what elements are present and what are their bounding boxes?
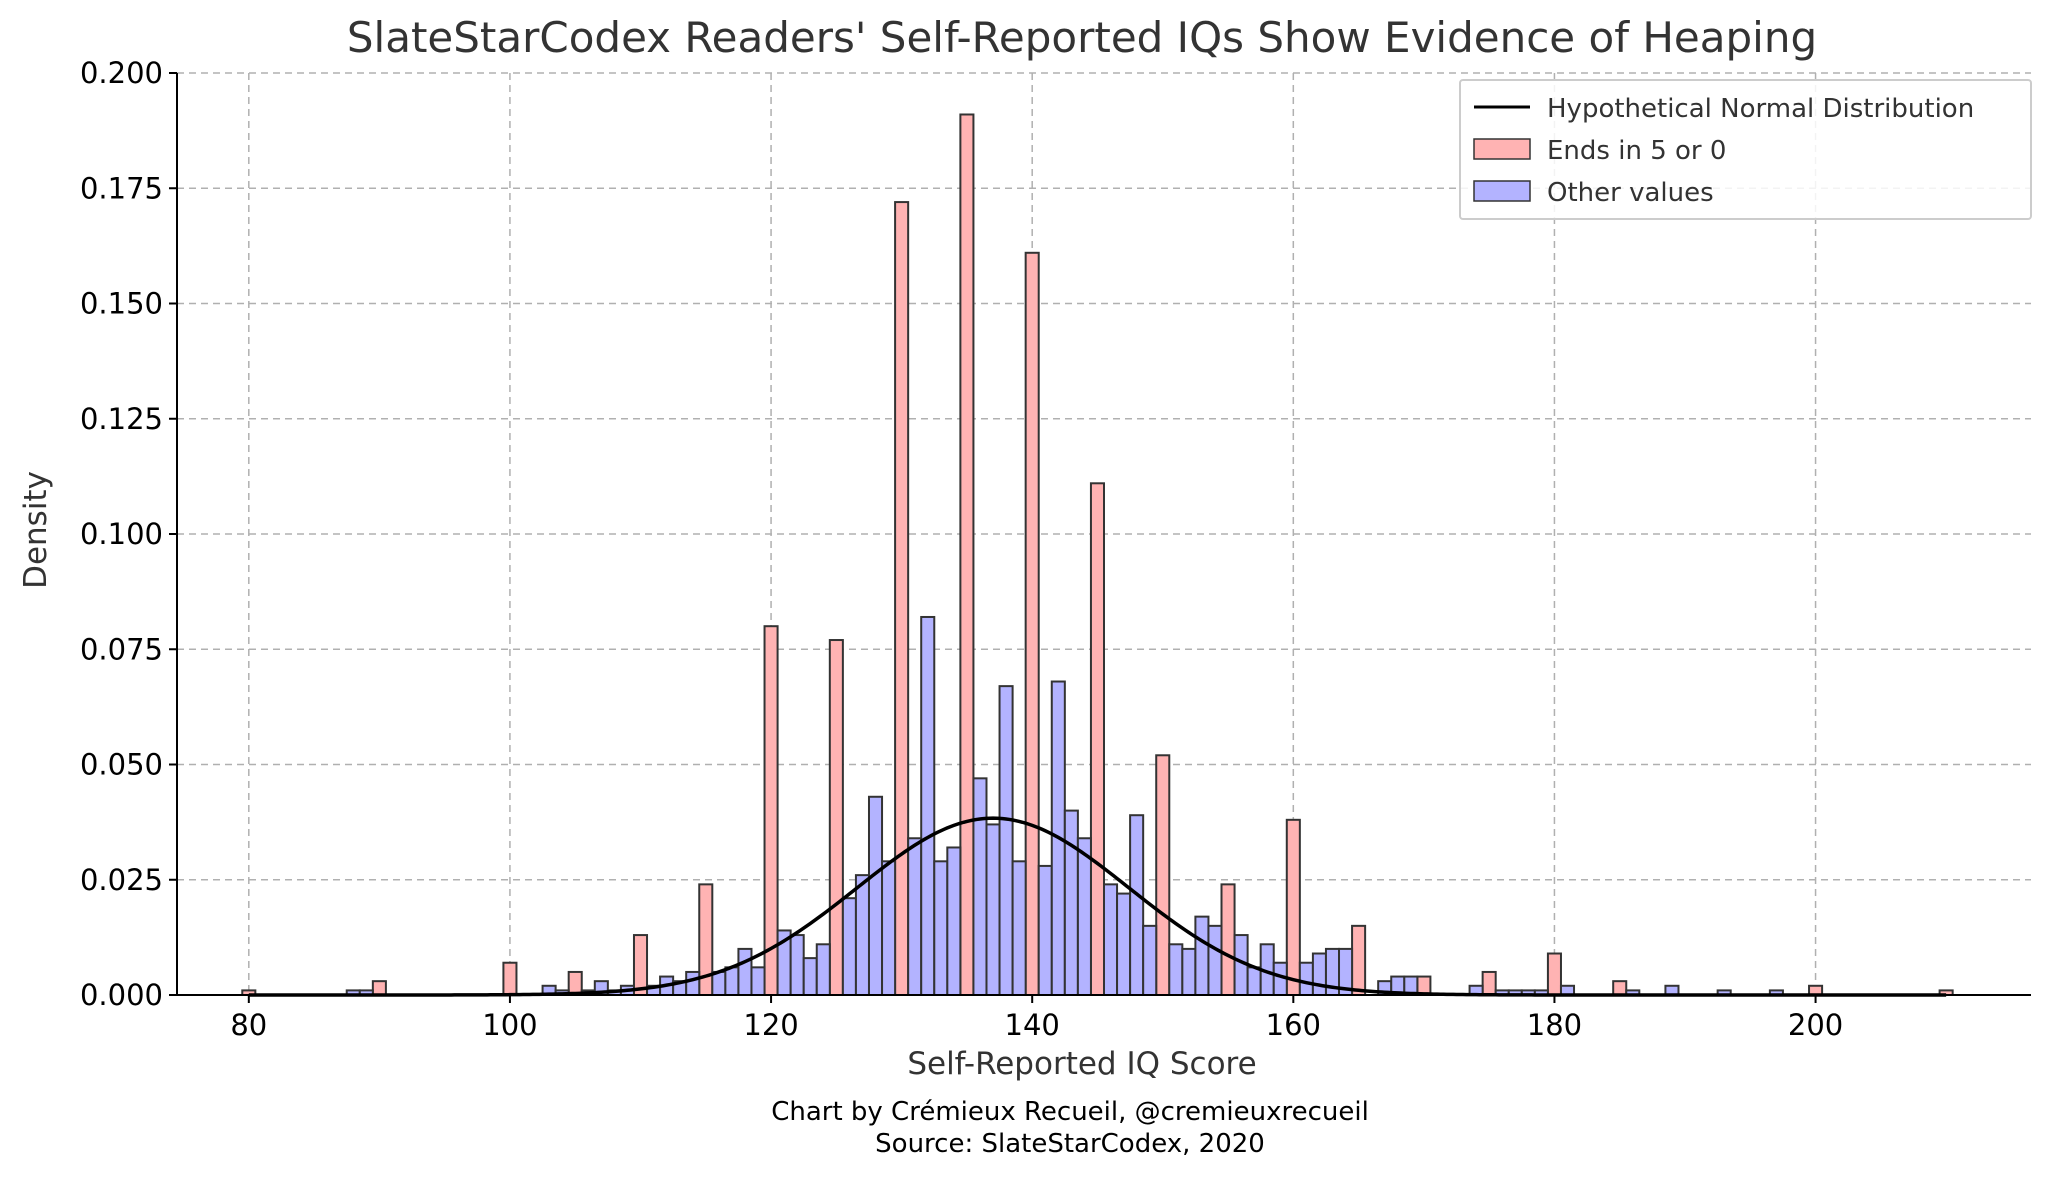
y-tick-label: 0.200 (80, 56, 163, 90)
bar-other-values (946, 846, 962, 996)
bar-other-values (1311, 952, 1327, 997)
x-axis-label: Self-Reported IQ Score (907, 1046, 1256, 1082)
bar-other-values (1076, 837, 1092, 997)
legend-swatch-ends (1473, 138, 1531, 160)
x-tick-label: 120 (743, 1008, 798, 1042)
bar-ends-5-or-0 (959, 113, 975, 997)
credit-annotation: Chart by Crémieux Recueil, @cremieuxrecu… (771, 1097, 1369, 1127)
bar-ends-5-or-0 (763, 625, 779, 996)
bar-other-values (1011, 860, 1027, 996)
bar-other-values (920, 615, 936, 996)
bar-ends-5-or-0 (828, 639, 844, 997)
bar-other-values (750, 966, 766, 997)
legend-label-normal: Hypothetical Normal Distribution (1547, 94, 1974, 124)
bar-other-values (802, 957, 818, 996)
bar-other-values (854, 874, 870, 997)
bar-ends-5-or-0 (1351, 924, 1367, 996)
y-tick-label: 0.100 (80, 517, 163, 551)
bar-other-values (1103, 883, 1119, 996)
bar-other-values (724, 966, 740, 997)
bar-other-values (907, 837, 923, 997)
bar-other-values (1142, 924, 1158, 996)
chart-title: SlateStarCodex Readers' Self-Reported IQ… (347, 13, 1817, 62)
bar-ends-5-or-0 (1612, 980, 1628, 996)
x-tick-label: 160 (1266, 1008, 1321, 1042)
bar-other-values (1037, 864, 1053, 996)
bar-other-values (1168, 943, 1184, 996)
bar-other-values (867, 795, 884, 997)
y-tick-label: 0.125 (80, 402, 163, 436)
legend-box (1459, 79, 2032, 220)
y-tick-label: 0.050 (80, 748, 163, 782)
bar-other-values (1194, 915, 1210, 997)
bar-other-values (1207, 924, 1223, 996)
bar-ends-5-or-0 (371, 980, 387, 996)
bar-ends-5-or-0 (1481, 970, 1497, 997)
bar-other-values (685, 970, 701, 997)
x-tick-label: 180 (1527, 1008, 1582, 1042)
bars-layer (241, 113, 1954, 997)
bar-other-values (711, 970, 727, 997)
legend-label-ends: Ends in 5 or 0 (1547, 136, 1726, 166)
bar-other-values (1181, 947, 1197, 997)
bar-other-values (1298, 961, 1314, 996)
x-tick-label: 100 (482, 1008, 537, 1042)
bar-ends-5-or-0 (632, 934, 649, 997)
bar-ends-5-or-0 (1546, 952, 1562, 997)
ticks-layer: 80 100 120 140 160 180 200 0.000 0.025 0.050 0.075… (80, 56, 1843, 1042)
y-tick-label: 0.075 (80, 632, 163, 666)
bar-ends-5-or-0 (502, 961, 518, 996)
x-tick-label: 80 (230, 1008, 267, 1042)
source-annotation: Source: SlateStarCodex, 2020 (875, 1129, 1265, 1159)
x-tick-label: 140 (1005, 1008, 1060, 1042)
y-tick-label: 0.175 (80, 171, 163, 205)
x-tick-label: 200 (1788, 1008, 1843, 1042)
bar-ends-5-or-0 (1155, 754, 1171, 997)
legend-swatch-other (1473, 180, 1531, 202)
bar-other-values (933, 860, 949, 996)
bar-ends-5-or-0 (1089, 482, 1105, 996)
y-axis-label: Density (18, 471, 54, 589)
legend: Hypothetical Normal Distribution Ends in… (1459, 79, 2032, 220)
bar-other-values (841, 897, 857, 996)
bar-other-values (972, 777, 988, 997)
bar-ends-5-or-0 (1220, 883, 1236, 996)
bar-other-values (998, 685, 1014, 996)
bar-ends-5-or-0 (894, 201, 910, 996)
y-tick-label: 0.025 (80, 863, 163, 897)
legend-label-other: Other values (1547, 178, 1714, 208)
bar-other-values (1116, 892, 1132, 997)
y-tick-label: 0.000 (80, 978, 163, 1012)
bar-other-values (985, 823, 1001, 996)
bar-other-values (815, 943, 831, 996)
bar-other-values (1063, 809, 1079, 996)
bar-other-values (1129, 814, 1145, 997)
y-tick-label: 0.150 (80, 287, 163, 321)
bar-other-values (789, 934, 805, 997)
bar-other-values (881, 860, 897, 996)
bar-other-values (1246, 966, 1262, 997)
bar-other-values (737, 947, 753, 997)
bar-ends-5-or-0 (1024, 251, 1040, 997)
bar-ends-5-or-0 (1285, 818, 1301, 996)
